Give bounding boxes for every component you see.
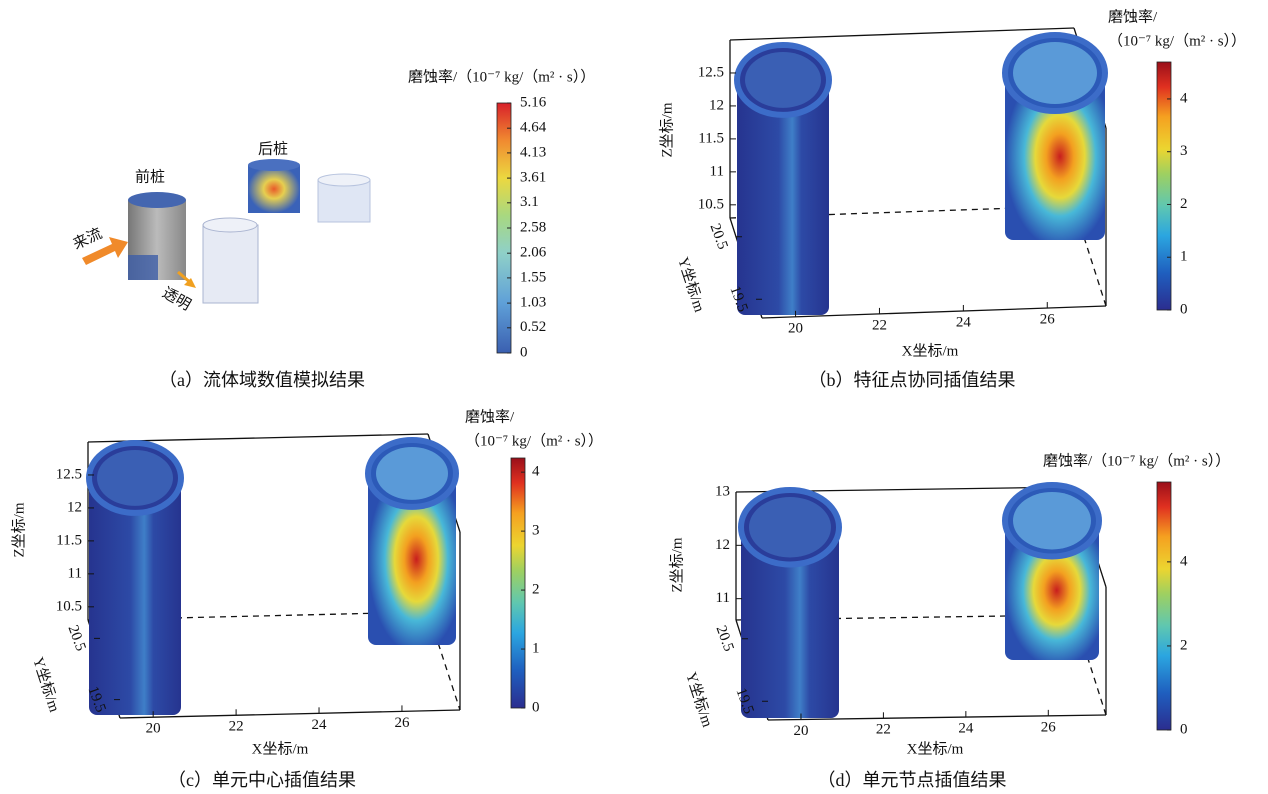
colorbar-tick-label: 0 bbox=[1180, 721, 1188, 737]
panel-title: （a）流体域数值模拟结果 bbox=[159, 370, 365, 390]
colorbar-tick-label: 3.1 bbox=[520, 194, 539, 210]
z-tick-label: 11.5 bbox=[56, 532, 82, 548]
pile-inner bbox=[376, 447, 448, 500]
pile-inner bbox=[97, 450, 173, 506]
x-axis-label: X坐标/m bbox=[902, 342, 959, 359]
colorbar-tick-label: 2.06 bbox=[520, 245, 547, 261]
x-tick-label: 24 bbox=[956, 314, 972, 330]
box-edge bbox=[730, 28, 1074, 40]
pile-top bbox=[203, 218, 257, 232]
panel-title: （c）单元中心插值结果 bbox=[168, 770, 356, 790]
y-tick-label: 20.5 bbox=[707, 221, 731, 251]
colorbar-tick-label: 2 bbox=[1180, 196, 1188, 212]
colorbar-tick-label: 1 bbox=[1180, 249, 1188, 265]
x-tick-label: 24 bbox=[312, 717, 328, 733]
colorbar-tick-label: 0 bbox=[532, 699, 540, 715]
label: 透明 bbox=[159, 284, 193, 314]
colorbar-label: 磨蚀率/ bbox=[465, 408, 515, 425]
z-tick-label: 12 bbox=[715, 537, 730, 553]
colorbar-tick-label: 3 bbox=[1180, 143, 1188, 159]
colorbar-tick-label: 4 bbox=[532, 464, 540, 480]
z-axis-label: Z坐标/m bbox=[668, 537, 685, 592]
x-tick-label: 22 bbox=[872, 317, 887, 333]
figure: 前桩 后桩 来流 透明 （a）流体域数值模拟结果磨蚀率/（10⁻⁷ kg/（m²… bbox=[0, 0, 1268, 794]
x-tick-label: 26 bbox=[394, 715, 410, 731]
colorbar-tick-label: 4.13 bbox=[520, 144, 546, 160]
z-axis-label: Z坐标/m bbox=[658, 102, 675, 157]
pile-inner bbox=[1013, 42, 1097, 104]
y-tick-label: 20.5 bbox=[713, 623, 737, 653]
z-tick-label: 11.5 bbox=[698, 130, 724, 146]
label: 来流 bbox=[70, 225, 104, 253]
colorbar-tick-label: 2.58 bbox=[520, 219, 546, 235]
x-tick-label: 20 bbox=[788, 320, 803, 336]
rear-pile bbox=[248, 165, 300, 213]
z-tick-label: 12.5 bbox=[56, 466, 82, 482]
x-axis-label: X坐标/m bbox=[907, 740, 964, 757]
x-tick-label: 26 bbox=[1040, 311, 1056, 327]
colorbar-tick-label: 0.52 bbox=[520, 319, 546, 335]
z-tick-label: 12 bbox=[709, 97, 724, 113]
z-tick-label: 11 bbox=[710, 163, 724, 179]
colorbar-label: （10⁻⁷ kg/（m² · s）） bbox=[1108, 32, 1246, 49]
colorbar-tick-label: 1.03 bbox=[520, 295, 546, 311]
pile-wear bbox=[128, 255, 158, 280]
colorbar-label: 磨蚀率/（10⁻⁷ kg/（m² · s）） bbox=[1043, 452, 1230, 469]
z-tick-label: 10.5 bbox=[698, 196, 724, 212]
y-axis-label: Y坐标/m bbox=[674, 255, 708, 314]
x-tick-label: 20 bbox=[146, 721, 161, 737]
z-tick-label: 11 bbox=[716, 590, 730, 606]
pile-inner bbox=[1013, 492, 1091, 549]
panel-title: （b）特征点协同插值结果 bbox=[809, 370, 1016, 390]
pile-inner bbox=[749, 497, 831, 557]
transparent-pile bbox=[203, 225, 258, 303]
x-tick-label: 24 bbox=[958, 721, 974, 737]
colorbar-tick-label: 1.55 bbox=[520, 269, 546, 285]
colorbar-tick-label: 4 bbox=[1180, 90, 1188, 106]
colorbar-tick-label: 3.61 bbox=[520, 170, 546, 186]
colorbar-tick-label: 0 bbox=[1180, 301, 1188, 317]
colorbar-label: 磨蚀率/ bbox=[1108, 8, 1158, 25]
colorbar bbox=[1157, 482, 1171, 730]
z-axis-label: Z坐标/m bbox=[10, 502, 27, 557]
z-tick-label: 12.5 bbox=[698, 64, 724, 80]
y-tick-label: 20.5 bbox=[65, 623, 89, 653]
z-tick-label: 10.5 bbox=[56, 598, 82, 614]
panel-a-illustration: 前桩 后桩 来流 透明 bbox=[70, 140, 370, 314]
z-tick-label: 12 bbox=[67, 499, 82, 515]
z-tick-label: 11 bbox=[68, 565, 82, 581]
x-tick-label: 20 bbox=[793, 723, 808, 739]
colorbar-tick-label: 4.64 bbox=[520, 120, 547, 136]
label: 后桩 bbox=[258, 140, 288, 157]
colorbar-tick-label: 5.16 bbox=[520, 94, 547, 110]
x-tick-label: 22 bbox=[229, 719, 244, 735]
pile-top bbox=[128, 192, 186, 208]
colorbar-tick-label: 2 bbox=[1180, 637, 1188, 653]
label: 前桩 bbox=[135, 168, 165, 185]
z-tick-label: 13 bbox=[715, 483, 730, 499]
x-axis-label: X坐标/m bbox=[252, 740, 309, 757]
colorbar-tick-label: 4 bbox=[1180, 553, 1188, 569]
colorbar-tick-label: 2 bbox=[532, 582, 540, 598]
colorbar-tick-label: 3 bbox=[532, 523, 540, 539]
x-tick-label: 22 bbox=[876, 722, 891, 738]
y-axis-label: Y坐标/m bbox=[29, 655, 63, 714]
x-tick-label: 26 bbox=[1041, 719, 1057, 735]
colorbar bbox=[511, 458, 525, 708]
panel-title: （d）单元节点插值结果 bbox=[818, 770, 1007, 790]
colorbar-tick-label: 1 bbox=[532, 640, 540, 656]
colorbar-label: （10⁻⁷ kg/（m² · s）） bbox=[465, 432, 603, 449]
colorbar-tick-label: 0 bbox=[520, 344, 528, 360]
colorbar-label: 磨蚀率/（10⁻⁷ kg/（m² · s）） bbox=[408, 68, 595, 85]
y-axis-label: Y坐标/m bbox=[682, 670, 716, 729]
pile-inner bbox=[745, 52, 821, 108]
pile-top bbox=[248, 159, 300, 171]
pile-top bbox=[318, 174, 370, 186]
